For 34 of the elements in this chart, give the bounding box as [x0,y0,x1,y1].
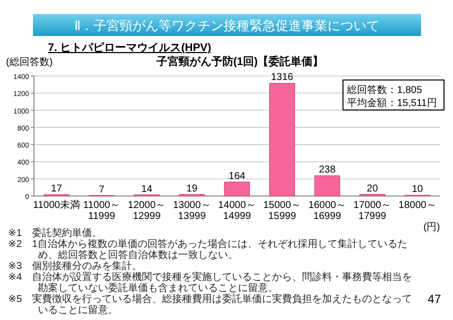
x-tick-label: 11000未満 [33,199,80,211]
x-tick-label: 16000～16999 [308,200,346,222]
x-tick-label: 13000～13999 [172,200,211,222]
x-tick-label: 12000～12999 [128,200,166,222]
data-label: 7 [98,184,105,196]
data-label: 10 [412,184,424,196]
data-label: 164 [228,170,246,182]
text: ※5 実費徴収を行っている場合、総接種費用は委託単価に実費負担を加えたものとなっていることに留意。 [8,294,413,316]
chart-title: 子宮頸がん予防(1回)【委託単価】 [155,55,324,68]
x-tick-label: 15000～15999 [263,200,302,222]
data-label: 17 [50,184,63,195]
text: ※3 個別接種分のみを集計。 [8,261,142,272]
x-tick-label: 11000～11999 [83,200,120,222]
data-label: 20 [366,183,378,194]
annotation: 総回答数：1,805 [346,84,422,96]
data-label: 1316 [270,72,294,84]
annotation: 平均金額：15,511円 [347,97,437,109]
text: 47 [428,292,441,306]
chart-subtitle: 7. ヒトパピローマウイルス(HPV) [48,42,212,54]
x-tick-label: 14000～14999 [218,200,256,222]
text: ※1 委託契約単価。 [8,228,103,239]
bar [224,182,250,196]
data-label: 14 [141,184,153,195]
text: (円) [423,222,440,233]
text: Ⅱ．子宮頸がん等ワクチン接種緊急促進事業について [74,18,380,33]
bar [314,175,340,196]
text: ※4 自治体が設置する医療機関で接種を実施していることから、問診料・事務費等相当を勘案していない委託単価も含まれていることに留意。 [8,272,413,294]
text: ※2 1自治体から複数の単価の回答があった場合には、それぞれ採用して集計しているため、総回答数と回答自治体数は一致しない。 [8,239,409,261]
x-tick-label: 18000～ [398,200,436,211]
x-tick-label: 17000～17999 [353,200,392,222]
data-label: 19 [186,183,198,194]
data-label: 238 [318,164,336,176]
y-axis-title: (総回答数) [6,56,53,68]
bar [269,82,295,196]
